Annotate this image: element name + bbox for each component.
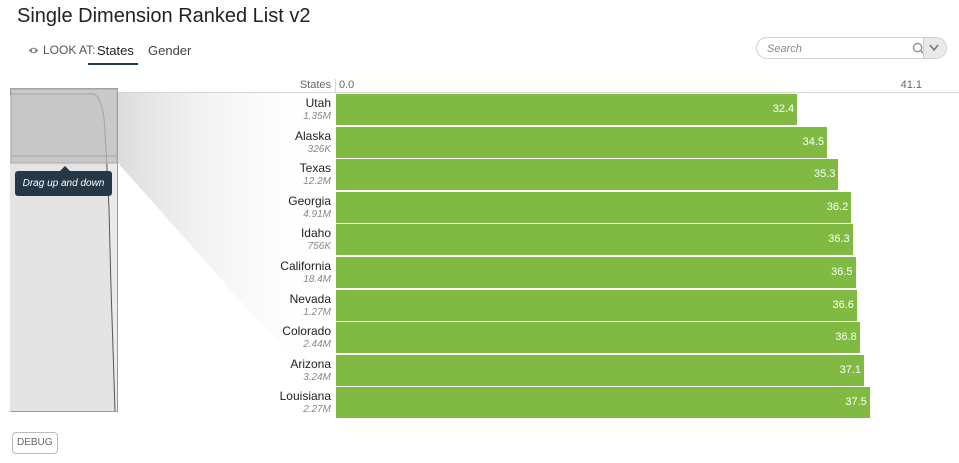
category-sublabel: 4.91M bbox=[303, 208, 331, 220]
category-label: Texas bbox=[299, 161, 331, 176]
category-label: Colorado bbox=[282, 324, 331, 339]
bar-value-label: 32.4 bbox=[772, 103, 795, 115]
axis-max-label: 41.1 bbox=[900, 79, 922, 91]
category-sublabel: 12.2M bbox=[303, 176, 331, 188]
category-sublabel: 2.44M bbox=[303, 339, 331, 351]
axis-min-label: 0.0 bbox=[339, 79, 355, 91]
bar[interactable]: 36.6 bbox=[336, 289, 857, 321]
search-input[interactable] bbox=[765, 40, 909, 58]
overview-drag-window[interactable] bbox=[10, 88, 118, 164]
bar-value-label: 37.5 bbox=[845, 396, 867, 409]
row-label: Louisiana 2.27M bbox=[232, 389, 331, 416]
axis-line bbox=[118, 92, 959, 93]
category-sublabel: 1.27M bbox=[303, 306, 331, 318]
overview-zoom-fan bbox=[118, 93, 336, 408]
bar[interactable]: 37.1 bbox=[336, 354, 865, 386]
row-label: California 18.4M bbox=[232, 259, 331, 286]
row-label: Colorado 2.44M bbox=[232, 324, 331, 351]
look-at-text: LOOK AT: bbox=[43, 43, 96, 57]
tab-gender[interactable]: Gender bbox=[148, 43, 192, 58]
bar-value-label: 36.2 bbox=[826, 200, 849, 213]
bar[interactable]: 37.5 bbox=[336, 387, 870, 419]
row-label: Texas 12.2M bbox=[232, 161, 331, 188]
row-label: Alaska 326K bbox=[232, 129, 331, 156]
drag-tooltip: Drag up and down bbox=[15, 166, 112, 196]
bar-value-label: 37.1 bbox=[839, 363, 862, 376]
category-sublabel: 2.27M bbox=[303, 404, 331, 416]
row-label: Idaho 756K bbox=[232, 226, 331, 253]
category-label: California bbox=[280, 259, 331, 273]
search-box bbox=[756, 37, 947, 59]
bar[interactable]: 34.5 bbox=[336, 126, 828, 158]
category-sublabel: 756K bbox=[307, 241, 331, 253]
eye-icon bbox=[28, 47, 39, 53]
debug-button[interactable]: DEBUG bbox=[12, 432, 58, 454]
bar[interactable]: 36.8 bbox=[336, 322, 860, 354]
bar[interactable]: 35.3 bbox=[336, 159, 839, 191]
page-title: Single Dimension Ranked List v2 bbox=[17, 5, 311, 27]
chevron-down-icon bbox=[929, 44, 939, 52]
bar[interactable]: 36.2 bbox=[336, 191, 852, 223]
search-dropdown-button[interactable] bbox=[923, 38, 946, 58]
category-sublabel: 1.35M bbox=[303, 111, 331, 122]
category-sublabel: 18.4M bbox=[303, 274, 331, 285]
row-label: Nevada 1.27M bbox=[232, 292, 331, 319]
category-label: Louisiana bbox=[279, 389, 331, 404]
category-label: Utah bbox=[305, 96, 331, 110]
bar-value-label: 35.3 bbox=[814, 168, 836, 181]
category-sublabel: 3.24M bbox=[303, 371, 331, 383]
category-label: Idaho bbox=[300, 226, 331, 241]
bar-value-label: 36.8 bbox=[835, 331, 857, 344]
active-tab-indicator bbox=[88, 63, 138, 65]
category-label: Arizona bbox=[290, 356, 331, 371]
bar[interactable]: 36.5 bbox=[336, 257, 856, 288]
bar-value-label: 36.5 bbox=[831, 266, 853, 278]
axis-origin-tick bbox=[335, 79, 336, 93]
bar-value-label: 36.6 bbox=[832, 298, 854, 311]
row-label: Arizona 3.24M bbox=[232, 357, 331, 384]
bar-value-label: 36.3 bbox=[828, 233, 850, 246]
look-at-label: LOOK AT: bbox=[28, 43, 95, 57]
row-label: Georgia 4.91M bbox=[232, 194, 331, 221]
category-sublabel: 326K bbox=[307, 143, 331, 155]
bar-value-label: 34.5 bbox=[802, 135, 825, 148]
overview-minimap[interactable] bbox=[10, 88, 118, 412]
row-label: Utah 1.35M bbox=[232, 96, 331, 123]
bar[interactable]: 36.3 bbox=[336, 224, 853, 256]
dimension-header: States bbox=[299, 79, 331, 91]
category-label: Georgia bbox=[288, 193, 331, 208]
category-label: Alaska bbox=[294, 128, 331, 143]
bar[interactable]: 32.4 bbox=[336, 94, 798, 125]
category-label: Nevada bbox=[289, 291, 331, 306]
tab-states[interactable]: States bbox=[97, 43, 134, 58]
